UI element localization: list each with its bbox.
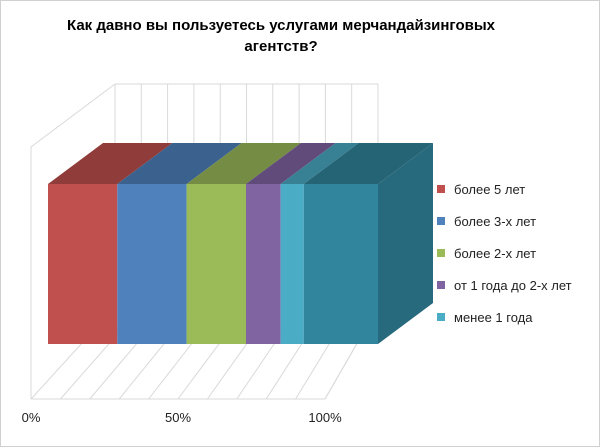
bar-segment [303, 184, 378, 344]
legend-swatch [437, 313, 445, 321]
legend-item: более 2-х лет [437, 241, 597, 265]
legend-item: более 3-х лет [437, 209, 597, 233]
legend-label: более 3-х лет [454, 213, 537, 229]
bar-segment-top [246, 143, 336, 184]
legend-swatch [437, 281, 445, 289]
bar-segment [117, 184, 187, 344]
legend-swatch [437, 249, 445, 257]
x-tick-label: 50% [165, 410, 191, 425]
bar-side-face [378, 143, 433, 344]
chart-title: Как давно вы пользуетесь услугами мерчан… [66, 17, 496, 55]
legend: более 5 лет более 3-х лет более 2-х лет от … [437, 177, 597, 337]
x-tick-label: 0% [22, 410, 41, 425]
legend-item: более 5 лет [437, 177, 597, 201]
bar-segment-top [186, 143, 301, 184]
side-wall [30, 83, 116, 399]
legend-swatch [437, 185, 445, 193]
legend-label: более 2-х лет [454, 245, 537, 261]
legend-label: менее 1 года [454, 309, 533, 325]
bar-segment-top [303, 143, 433, 184]
bar-segment-top [280, 143, 359, 184]
bar-segment-top [117, 143, 242, 184]
bar-segment [186, 184, 246, 344]
legend-item: менее 1 года [437, 305, 597, 329]
bar-segment-top [48, 143, 173, 184]
bar-segment [280, 184, 304, 344]
bar-segment [48, 184, 118, 344]
legend-label: более 5 лет [454, 181, 526, 197]
legend-swatch [437, 217, 445, 225]
x-tick-label: 100% [308, 410, 342, 425]
bar-segment [246, 184, 281, 344]
legend-label: от 1 года до 2-х лет [454, 277, 572, 293]
legend-item: от 1 года до 2-х лет [437, 273, 597, 297]
